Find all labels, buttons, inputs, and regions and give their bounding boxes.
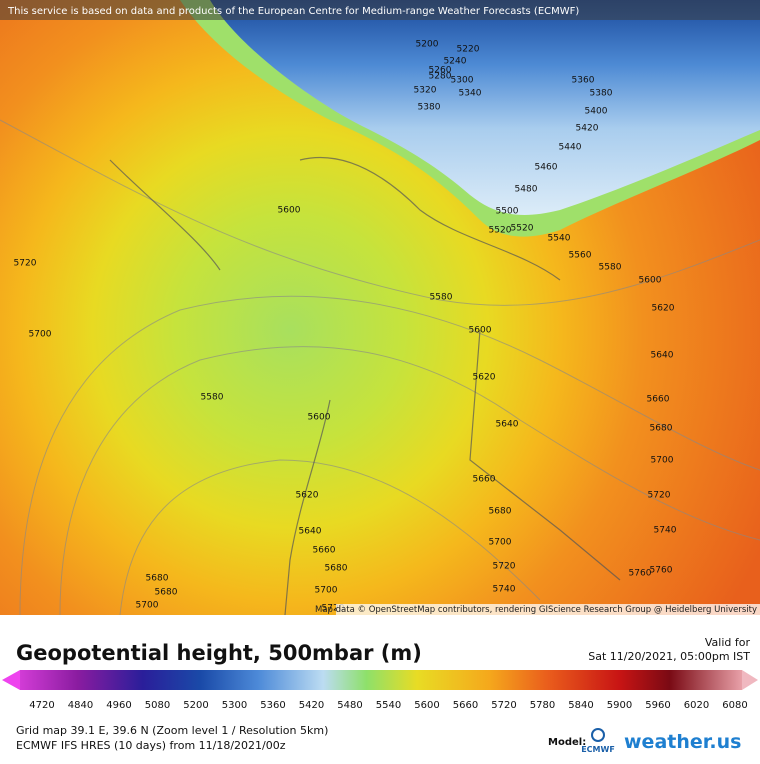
contour-label: 5400 — [585, 107, 608, 117]
notice-bar — [0, 0, 760, 20]
colorbar-tick-label: 4840 — [68, 700, 93, 711]
contour-label: 5600 — [469, 326, 492, 336]
contour-label: 5460 — [535, 163, 558, 173]
attribution: Map data © OpenStreetMap contributors, r… — [315, 605, 757, 615]
contour-label: 5420 — [576, 124, 599, 134]
contour-label: 5700 — [29, 330, 52, 340]
contour-label: 5720 — [648, 491, 671, 501]
contour-label: 5680 — [155, 588, 178, 598]
contour-label: 5520 — [511, 224, 534, 234]
borders — [109, 156, 621, 616]
colorbar-tick-label: 5780 — [530, 700, 555, 711]
colorbar-tick-label: 5360 — [260, 700, 285, 711]
colorbar-tick-label: 5840 — [568, 700, 593, 711]
brand: weather.us — [624, 731, 741, 753]
contour-label: 5700 — [315, 586, 338, 596]
legend-title: Geopotential height, 500mbar (m) — [16, 641, 422, 665]
contour-label: 5620 — [296, 491, 319, 501]
colorbar-tick-label: 5660 — [453, 700, 478, 711]
contour-label: 5480 — [515, 185, 538, 195]
contour-label: 5640 — [651, 351, 674, 361]
valid-time: Sat 11/20/2021, 05:00pm IST — [588, 650, 750, 663]
ecmwf-icon — [591, 728, 605, 742]
colorbar-tick-label: 4720 — [29, 700, 54, 711]
colorbar-tick-label: 5300 — [222, 700, 247, 711]
contour-label: 5440 — [559, 143, 582, 153]
contour-label: 5240 — [444, 57, 467, 67]
contour-label: 5740 — [654, 526, 677, 536]
colorbar-tick-label: 5960 — [645, 700, 670, 711]
contour-label: 5660 — [313, 546, 336, 556]
contour-label: 5700 — [489, 538, 512, 548]
contour-label: 5720 — [493, 562, 516, 572]
colorbar-tick-label: 5540 — [376, 700, 401, 711]
colorbar-tick-label: 5420 — [299, 700, 324, 711]
model-logo: ECMWF — [581, 745, 615, 754]
notice: This service is based on data and produc… — [7, 6, 579, 17]
blue-band — [210, 0, 760, 215]
colorbar-high — [742, 670, 758, 690]
contour-label: 5560 — [569, 251, 592, 261]
contour-label: 5580 — [430, 293, 453, 303]
attribution-bg — [336, 604, 760, 615]
contour-label: 5600 — [278, 206, 301, 216]
colorbar-tick-label: 5200 — [183, 700, 208, 711]
colorbar-tick-label: 6080 — [722, 700, 747, 711]
contours — [0, 119, 760, 616]
contour-label: 5640 — [496, 420, 519, 430]
colorbar-tick-label: 5720 — [491, 700, 516, 711]
colorbar-tick-label: 6020 — [684, 700, 709, 711]
model-label: Model: — [548, 737, 586, 748]
colorbar-tick-label: 5480 — [337, 700, 362, 711]
map: This service is based on data and produc… — [0, 0, 760, 616]
contour-label: 5300 — [451, 76, 474, 86]
contour-label: 5720 — [322, 604, 345, 614]
contour-label: 5640 — [299, 527, 322, 537]
contour-label: 5380 — [590, 89, 613, 99]
contour-label: 5740 — [493, 585, 516, 595]
contour-label: 5200 — [416, 40, 439, 50]
contour-label: 5680 — [489, 507, 512, 517]
contour-label: 5680 — [650, 424, 673, 434]
colorbar-tick-label: 5600 — [414, 700, 439, 711]
contour-label: 5700 — [136, 601, 159, 611]
contour-label: 5720 — [14, 259, 37, 269]
contour-label: 5280 — [429, 72, 452, 82]
contour-label: 5600 — [308, 413, 331, 423]
model-info: ECMWF IFS HRES (10 days) from 11/18/2021… — [16, 739, 286, 752]
contour-label: 5580 — [599, 263, 622, 273]
contour-label: 5680 — [146, 574, 169, 584]
contour-label: 5220 — [457, 45, 480, 55]
contour-label: 5660 — [647, 395, 670, 405]
contour-label: 5660 — [473, 475, 496, 485]
colorbar-tick-label: 5900 — [607, 700, 632, 711]
grid-info: Grid map 39.1 E, 39.6 N (Zoom level 1 / … — [16, 724, 328, 737]
contour-label: 5620 — [473, 373, 496, 383]
contour-label: 5380 — [418, 103, 441, 113]
colorbar-tick-label: 4960 — [106, 700, 131, 711]
contour-label: 5360 — [572, 76, 595, 86]
colorbar — [20, 670, 742, 690]
contour-label: 5260 — [429, 66, 452, 76]
contour-label: 5320 — [414, 86, 437, 96]
colorbar-low — [2, 670, 20, 690]
contour-label: 5760 — [629, 569, 652, 579]
contour-label: 5520 — [489, 226, 512, 236]
contour-label: 5340 — [459, 89, 482, 99]
contour-label: 5580 — [201, 393, 224, 403]
contour-label: 5700 — [651, 456, 674, 466]
contour-label: 5680 — [325, 564, 348, 574]
contour-label: 5500 — [496, 207, 519, 217]
contour-label: 5540 — [548, 234, 571, 244]
contour-label: 5600 — [639, 276, 662, 286]
colorbar-tick-label: 5080 — [145, 700, 170, 711]
valid-label: Valid for — [705, 636, 751, 649]
contour-label: 5760 — [650, 566, 673, 576]
contour-label: 5620 — [652, 304, 675, 314]
colorbar-ticks: 4720 4840 4960 5080 5200 5300 5360 5420 5480 5540… — [29, 700, 747, 711]
